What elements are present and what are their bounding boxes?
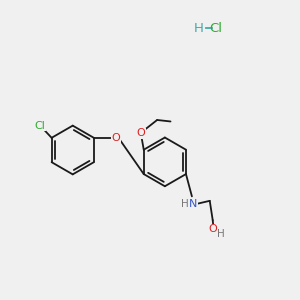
Text: H: H	[181, 199, 189, 209]
Text: Cl: Cl	[209, 22, 222, 34]
Text: O: O	[208, 224, 217, 234]
Text: H: H	[194, 22, 204, 34]
Text: O: O	[136, 128, 145, 138]
Text: H: H	[217, 230, 225, 239]
Text: N: N	[189, 199, 198, 209]
Text: Cl: Cl	[34, 121, 45, 131]
Text: O: O	[112, 133, 121, 143]
